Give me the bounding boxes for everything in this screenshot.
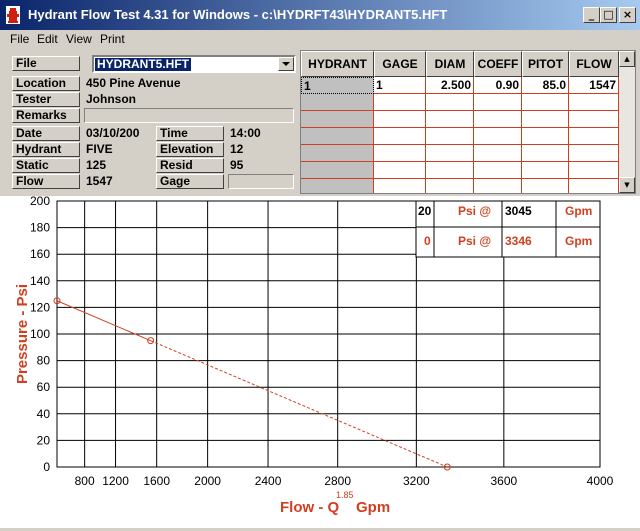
grid-cell-hydrant[interactable]: 1 (301, 77, 374, 94)
maximize-button[interactable]: □ (600, 7, 617, 23)
result1-psi-label: Psi @ (458, 204, 491, 218)
grid-scrollbar[interactable]: ▲ ▼ (619, 51, 635, 193)
time-label: Time (156, 126, 224, 141)
grid-cell-flow[interactable]: 1547 (569, 77, 619, 94)
grid-empty-rows[interactable] (301, 94, 619, 194)
x-axis-exponent: 1.85 (336, 490, 354, 500)
hydrant-grid: HYDRANT GAGE DIAM COEFF PITOT FLOW 1 1 2… (300, 50, 636, 194)
results-box (415, 200, 601, 258)
x-axis-unit: Gpm (356, 499, 390, 516)
gage-field[interactable] (228, 174, 294, 189)
grid-cell-gage[interactable]: 1 (374, 77, 426, 94)
date-field[interactable]: 03/10/200 (86, 126, 140, 140)
hydrant-field[interactable]: FIVE (86, 142, 113, 156)
x-tick-label: 3200 (403, 474, 430, 488)
x-axis-label: Flow - Q (280, 499, 339, 516)
data-point (147, 337, 155, 345)
grid-header-coeff[interactable]: COEFF (474, 51, 522, 77)
elevation-label: Elevation (156, 142, 224, 157)
file-label: File (12, 56, 80, 71)
result2-flow: 3346 (505, 234, 532, 248)
elevation-field[interactable]: 12 (230, 142, 244, 156)
remarks-field[interactable] (84, 108, 294, 123)
menu-bar: File Edit View Print (0, 30, 640, 48)
result1-flow: 3045 (505, 204, 532, 218)
flow-label: Flow (12, 174, 80, 189)
static-field[interactable]: 125 (86, 158, 107, 172)
location-field[interactable]: 450 Pine Avenue (86, 76, 181, 90)
result1-psi: 20 (418, 204, 432, 218)
menu-file[interactable]: File (10, 32, 30, 46)
series-line-projected (150, 340, 448, 468)
x-tick-label: 3600 (490, 474, 517, 488)
x-tick-label: 800 (75, 474, 95, 488)
data-point (53, 297, 61, 305)
y-tick-label: 120 (30, 300, 50, 314)
hydrant-icon (6, 6, 20, 24)
title-bar[interactable]: Hydrant Flow Test 4.31 for Windows - c:\… (0, 0, 640, 30)
hydrant-label: Hydrant (12, 142, 80, 157)
result2-psi-label: Psi @ (458, 234, 491, 248)
scroll-down-icon[interactable]: ▼ (619, 177, 635, 193)
result1-flow-unit: Gpm (565, 204, 592, 218)
series-line-measured (56, 300, 151, 342)
file-select[interactable]: HYDRANT5.HFT (92, 55, 296, 73)
menu-view[interactable]: View (66, 32, 92, 46)
y-tick-label: 80 (37, 354, 51, 368)
x-tick-label: 4000 (587, 474, 614, 488)
menu-print[interactable]: Print (100, 32, 125, 46)
grid-header-gage[interactable]: GAGE (374, 51, 426, 77)
grid-header-diam[interactable]: DIAM (426, 51, 474, 77)
grid-cell-coeff[interactable]: 0.90 (474, 77, 522, 94)
menu-edit[interactable]: Edit (37, 32, 58, 46)
y-tick-label: 160 (30, 247, 50, 261)
y-tick-label: 20 (37, 433, 51, 447)
grid-cell-diam[interactable]: 2.500 (426, 77, 474, 94)
resid-field[interactable]: 95 (230, 158, 244, 172)
plot-border (56, 200, 601, 468)
tester-field[interactable]: Johnson (86, 92, 136, 106)
close-button[interactable]: × (619, 7, 636, 23)
y-tick-label: 200 (30, 196, 50, 208)
x-tick-label: 1200 (102, 474, 129, 488)
window-title: Hydrant Flow Test 4.31 for Windows - c:\… (28, 7, 448, 22)
y-tick-label: 0 (43, 460, 50, 474)
flow-field[interactable]: 1547 (86, 174, 113, 188)
y-axis-label: Pressure - Psi (14, 284, 31, 384)
date-label: Date (12, 126, 80, 141)
dropdown-arrow-icon[interactable] (278, 57, 294, 71)
x-tick-label: 2400 (255, 474, 282, 488)
resid-label: Resid (156, 158, 224, 173)
test-info-form: File HYDRANT5.HFT Location 450 Pine Aven… (8, 50, 296, 192)
result2-flow-unit: Gpm (565, 234, 592, 248)
gage-label: Gage (156, 174, 224, 189)
x-tick-label: 1600 (143, 474, 170, 488)
scroll-up-icon[interactable]: ▲ (619, 51, 635, 67)
file-select-value: HYDRANT5.HFT (95, 57, 191, 71)
flow-chart: 0 20 40 60 80 100 120 140 160 180 200 800 1200 1600 2… (0, 194, 640, 528)
grid-header-pitot[interactable]: PITOT (522, 51, 569, 77)
x-tick-label: 2800 (324, 474, 351, 488)
data-point (443, 463, 451, 471)
time-field[interactable]: 14:00 (230, 126, 261, 140)
result2-psi: 0 (424, 234, 431, 248)
remarks-label: Remarks (12, 108, 80, 123)
y-tick-label: 140 (30, 274, 50, 288)
grid-header-flow[interactable]: FLOW (569, 51, 619, 77)
minimize-button[interactable]: _ (583, 7, 600, 23)
y-tick-label: 60 (37, 380, 51, 394)
location-label: Location (12, 76, 80, 91)
tester-label: Tester (12, 92, 80, 107)
grid-cell-pitot[interactable]: 85.0 (522, 77, 569, 94)
y-tick-label: 100 (30, 327, 50, 341)
static-label: Static (12, 158, 80, 173)
x-tick-label: 2000 (194, 474, 221, 488)
grid-header-hydrant[interactable]: HYDRANT (301, 51, 374, 77)
y-tick-label: 180 (30, 221, 50, 235)
y-tick-label: 40 (37, 407, 51, 421)
